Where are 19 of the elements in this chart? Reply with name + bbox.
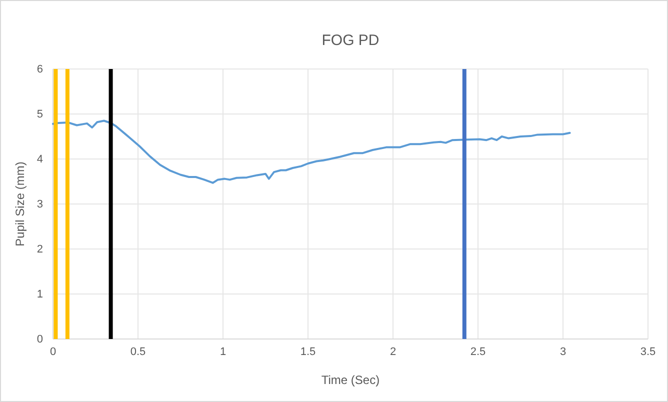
y-tick-label: 5 xyxy=(36,108,43,121)
x-tick-label: 0.5 xyxy=(130,346,146,358)
y-tick-label: 2 xyxy=(36,244,43,256)
x-tick-label: 0 xyxy=(50,346,56,358)
x-tick-label: 2.5 xyxy=(470,346,486,358)
x-tick-label: 3.5 xyxy=(640,346,656,358)
x-tick-label: 2 xyxy=(390,346,396,358)
x-tick-label: 3 xyxy=(560,346,566,358)
x-tick-label: 1 xyxy=(220,346,226,358)
y-tick-label: 4 xyxy=(36,154,43,166)
y-tick-label: 0 xyxy=(36,334,43,346)
y-tick-label: 1 xyxy=(36,288,43,301)
x-axis-title: Time (Sec) xyxy=(321,373,380,387)
y-axis-title: Pupil Size (mm) xyxy=(13,162,27,246)
line-series xyxy=(52,120,571,184)
y-tick-label: 6 xyxy=(36,64,43,76)
x-tick-label: 1.5 xyxy=(300,346,316,358)
chart-title: FOG PD xyxy=(322,32,380,49)
y-tick-label: 3 xyxy=(36,198,43,211)
